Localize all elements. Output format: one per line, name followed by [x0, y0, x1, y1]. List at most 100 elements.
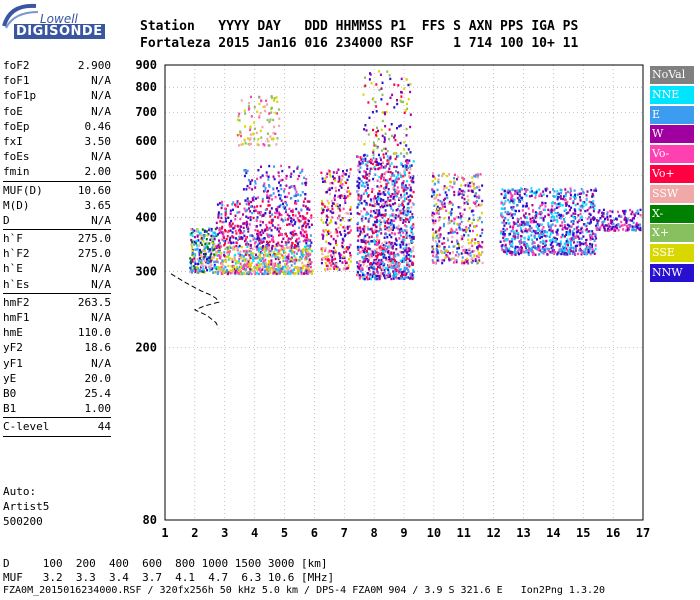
- echo-point: [443, 247, 446, 251]
- echo-point: [359, 277, 361, 280]
- echo-point: [297, 272, 300, 275]
- echo-point: [262, 231, 265, 234]
- echo-point: [257, 250, 260, 253]
- echo-point: [464, 259, 467, 262]
- echo-point: [476, 241, 479, 245]
- echo-point: [301, 255, 304, 258]
- echo-point: [296, 244, 299, 247]
- echo-point: [530, 221, 532, 224]
- echo-point: [602, 215, 605, 218]
- echo-point: [293, 186, 296, 190]
- echo-point: [267, 184, 270, 187]
- echo-point: [195, 230, 198, 233]
- echo-point: [340, 179, 343, 182]
- echo-point: [502, 236, 505, 239]
- echo-point: [267, 245, 270, 249]
- echo-point: [258, 258, 261, 262]
- echo-point: [208, 256, 211, 260]
- echo-point: [268, 240, 271, 244]
- echo-point: [240, 134, 242, 138]
- echo-point: [289, 237, 292, 241]
- echo-point: [348, 194, 351, 197]
- dashed-trace: [170, 273, 220, 329]
- echo-point: [330, 249, 333, 253]
- echo-point: [403, 209, 406, 213]
- echo-point: [252, 235, 255, 238]
- echo-point: [225, 255, 228, 259]
- muf-table: D 100 200 400 600 800 1000 1500 3000 [km…: [3, 557, 334, 585]
- echo-point: [550, 241, 553, 245]
- echo-point: [331, 211, 334, 215]
- echo-point: [363, 207, 366, 210]
- echo-point: [287, 218, 289, 221]
- echo-point: [380, 149, 383, 152]
- echo-point: [285, 272, 288, 276]
- echo-point: [564, 194, 567, 198]
- param-row: foEp 0.46: [3, 119, 111, 134]
- echo-point: [529, 249, 532, 252]
- echo-point: [214, 271, 217, 274]
- echo-point: [397, 277, 400, 280]
- echo-point: [302, 200, 305, 203]
- echo-point: [204, 254, 207, 258]
- echo-point: [270, 266, 273, 270]
- echo-point: [249, 256, 252, 260]
- echo-point: [265, 171, 268, 174]
- echo-point: [406, 262, 409, 265]
- echo-point: [267, 189, 269, 193]
- echo-point: [265, 244, 268, 248]
- echo-point: [510, 229, 513, 233]
- echo-point: [606, 211, 609, 214]
- x-tick-label: 12: [486, 526, 500, 540]
- echo-point: [524, 229, 527, 233]
- echo-point: [542, 208, 545, 211]
- echo-point: [226, 247, 229, 250]
- echo-point: [193, 259, 196, 262]
- echo-point: [285, 243, 288, 247]
- echo-point: [388, 226, 390, 229]
- echo-point: [398, 267, 401, 270]
- echo-point: [401, 209, 404, 212]
- echo-point: [279, 248, 282, 252]
- echo-point: [231, 231, 234, 234]
- echo-point: [394, 275, 397, 278]
- echo-point: [283, 247, 286, 250]
- echo-point: [580, 242, 583, 245]
- echo-point: [555, 203, 558, 206]
- echo-point: [342, 255, 345, 258]
- echo-point: [322, 229, 325, 232]
- echo-point: [580, 187, 583, 191]
- echo-point: [375, 131, 378, 134]
- echo-point: [245, 171, 248, 175]
- echo-point: [455, 260, 458, 264]
- echo-point: [578, 208, 581, 211]
- echo-point: [356, 252, 359, 255]
- echo-point: [242, 271, 245, 275]
- echo-point: [474, 173, 477, 177]
- echo-point: [284, 251, 287, 254]
- echo-point: [405, 165, 408, 168]
- echo-point: [534, 231, 537, 235]
- echo-point: [368, 179, 371, 182]
- echo-point: [272, 262, 275, 266]
- echo-point: [193, 243, 196, 246]
- echo-point: [278, 261, 281, 264]
- x-tick-label: 9: [400, 526, 407, 540]
- echo-point: [347, 264, 350, 267]
- echo-point: [434, 240, 437, 243]
- echo-point: [372, 177, 375, 181]
- echo-point: [481, 261, 484, 265]
- echo-point: [568, 246, 571, 250]
- echo-point: [198, 233, 201, 236]
- echo-point: [359, 156, 362, 159]
- echo-point: [411, 232, 414, 236]
- echo-point: [329, 219, 332, 222]
- echo-point: [344, 261, 347, 265]
- echo-point: [435, 196, 438, 199]
- echo-point: [441, 174, 444, 178]
- echo-point: [221, 272, 224, 275]
- echo-point: [611, 219, 614, 222]
- echo-point: [247, 200, 250, 203]
- echo-point: [408, 277, 411, 280]
- echo-point: [392, 213, 395, 216]
